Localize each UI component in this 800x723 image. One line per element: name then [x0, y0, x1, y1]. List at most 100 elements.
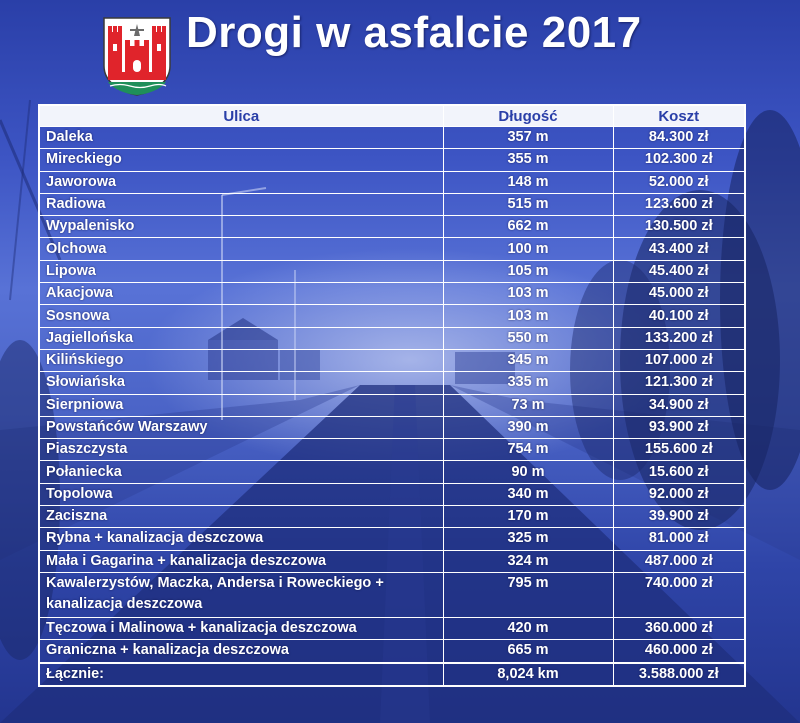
length-cell: 345 m: [442, 348, 614, 373]
length-cell: 105 m: [442, 259, 614, 284]
cost-cell: 15.600 zł: [612, 460, 746, 484]
cost-cell: 121.300 zł: [612, 371, 746, 395]
table-row: Rybna + kanalizacja deszczowa 325 m 81.000…: [38, 527, 746, 551]
cost-cell: 130.500 zł: [612, 215, 746, 239]
table-row: Lipowa 105 m 45.400 zł: [38, 259, 746, 284]
cost-cell: 92.000 zł: [612, 482, 746, 507]
column-header-length: Długość: [442, 104, 614, 127]
table-row: Słowiańska 335 m 121.300 zł: [38, 371, 746, 395]
cost-cell: 43.400 zł: [612, 237, 746, 261]
street-name-cell: Piaszczysta: [38, 438, 444, 462]
street-name-cell: Mała i Gagarina + kanalizacja deszczowa: [38, 549, 444, 573]
length-cell: 550 m: [442, 326, 614, 350]
table-row: Kilińskiego 345 m 107.000 zł: [38, 348, 746, 373]
roads-table: Ulica Długość Koszt Daleka 357 m 84.300 zł…: [38, 104, 746, 687]
table-row: Daleka 357 m 84.300 zł: [38, 125, 746, 150]
table-total-row: Łącznie: 8,024 km 3.588.000 zł: [38, 661, 746, 687]
cost-cell: 34.900 zł: [612, 393, 746, 417]
length-cell: 324 m: [442, 549, 614, 573]
cost-cell: 155.600 zł: [612, 438, 746, 462]
table-row: Mała i Gagarina + kanalizacja deszczowa 3…: [38, 549, 746, 573]
length-cell: 665 m: [442, 639, 614, 664]
length-cell: 325 m: [442, 527, 614, 551]
street-name-cell: Graniczna + kanalizacja deszczowa: [38, 639, 444, 664]
table-row: Jaworowa 148 m 52.000 zł: [38, 170, 746, 194]
length-cell: 357 m: [442, 125, 614, 150]
cost-cell: 45.400 zł: [612, 259, 746, 284]
street-name-cell: Lipowa: [38, 259, 444, 284]
cost-cell: 460.000 zł: [612, 639, 746, 664]
street-name-cell: Kawalerzystów, Maczka, Andersa i Rowecki…: [38, 571, 444, 618]
cost-cell: 45.000 zł: [612, 282, 746, 306]
table-row: Wypalenisko 662 m 130.500 zł: [38, 215, 746, 239]
total-cost: 3.588.000 zł: [612, 661, 746, 687]
table-row: Radiowa 515 m 123.600 zł: [38, 192, 746, 217]
table-row: Mireckiego 355 m 102.300 zł: [38, 148, 746, 172]
length-cell: 390 m: [442, 415, 614, 440]
street-name-cell: Olchowa: [38, 237, 444, 261]
cost-cell: 487.000 zł: [612, 549, 746, 573]
table-row: Piaszczysta 754 m 155.600 zł: [38, 438, 746, 462]
street-name-cell: Słowiańska: [38, 371, 444, 395]
cost-cell: 107.000 zł: [612, 348, 746, 373]
cost-cell: 133.200 zł: [612, 326, 746, 350]
length-cell: 662 m: [442, 215, 614, 239]
table-header-row: Ulica Długość Koszt: [38, 104, 746, 127]
cost-cell: 81.000 zł: [612, 527, 746, 551]
length-cell: 103 m: [442, 304, 614, 328]
total-length: 8,024 km: [442, 661, 614, 687]
table-row: Jagiellońska 550 m 133.200 zł: [38, 326, 746, 350]
street-name-cell: Daleka: [38, 125, 444, 150]
street-name-cell: Radiowa: [38, 192, 444, 217]
cost-cell: 52.000 zł: [612, 170, 746, 194]
total-label: Łącznie:: [38, 661, 444, 687]
street-name-cell: Połaniecka: [38, 460, 444, 484]
length-cell: 90 m: [442, 460, 614, 484]
length-cell: 340 m: [442, 482, 614, 507]
street-name-cell: Topolowa: [38, 482, 444, 507]
table-row: Graniczna + kanalizacja deszczowa 665 m 46…: [38, 639, 746, 664]
city-coat-of-arms-icon: [103, 17, 171, 96]
street-name-cell: Powstańców Warszawy: [38, 415, 444, 440]
table-row: Powstańców Warszawy 390 m 93.900 zł: [38, 415, 746, 440]
page-title: Drogi w asfalcie 2017: [186, 8, 642, 57]
cost-cell: 84.300 zł: [612, 125, 746, 150]
table-row: Sierpniowa 73 m 34.900 zł: [38, 393, 746, 417]
street-name-cell: Jagiellońska: [38, 326, 444, 350]
column-header-street: Ulica: [38, 104, 444, 127]
street-name-cell: Akacjowa: [38, 282, 444, 306]
length-cell: 73 m: [442, 393, 614, 417]
street-name-cell: Rybna + kanalizacja deszczowa: [38, 527, 444, 551]
street-name-cell: Zaciszna: [38, 505, 444, 529]
length-cell: 515 m: [442, 192, 614, 217]
table-row: Sosnowa 103 m 40.100 zł: [38, 304, 746, 328]
length-cell: 100 m: [442, 237, 614, 261]
table-row: Zaciszna 170 m 39.900 zł: [38, 505, 746, 529]
cost-cell: 102.300 zł: [612, 148, 746, 172]
cost-cell: 40.100 zł: [612, 304, 746, 328]
street-name-cell: Mireckiego: [38, 148, 444, 172]
length-cell: 335 m: [442, 371, 614, 395]
table-row: Akacjowa 103 m 45.000 zł: [38, 282, 746, 306]
street-name-cell: Jaworowa: [38, 170, 444, 194]
length-cell: 103 m: [442, 282, 614, 306]
length-cell: 170 m: [442, 505, 614, 529]
table-row: Topolowa 340 m 92.000 zł: [38, 482, 746, 507]
length-cell: 420 m: [442, 616, 614, 641]
table-row: Tęczowa i Malinowa + kanalizacja deszczo…: [38, 616, 746, 641]
length-cell: 795 m: [442, 571, 614, 618]
length-cell: 148 m: [442, 170, 614, 194]
column-header-cost: Koszt: [612, 104, 746, 127]
table-row: Olchowa 100 m 43.400 zł: [38, 237, 746, 261]
street-name-cell: Sierpniowa: [38, 393, 444, 417]
cost-cell: 93.900 zł: [612, 415, 746, 440]
cost-cell: 740.000 zł: [612, 571, 746, 618]
table-row: Kawalerzystów, Maczka, Andersa i Rowecki…: [38, 571, 746, 618]
street-name-cell: Sosnowa: [38, 304, 444, 328]
length-cell: 754 m: [442, 438, 614, 462]
table-row: Połaniecka 90 m 15.600 zł: [38, 460, 746, 484]
cost-cell: 123.600 zł: [612, 192, 746, 217]
street-name-cell: Tęczowa i Malinowa + kanalizacja deszczo…: [38, 616, 444, 641]
length-cell: 355 m: [442, 148, 614, 172]
street-name-cell: Wypalenisko: [38, 215, 444, 239]
